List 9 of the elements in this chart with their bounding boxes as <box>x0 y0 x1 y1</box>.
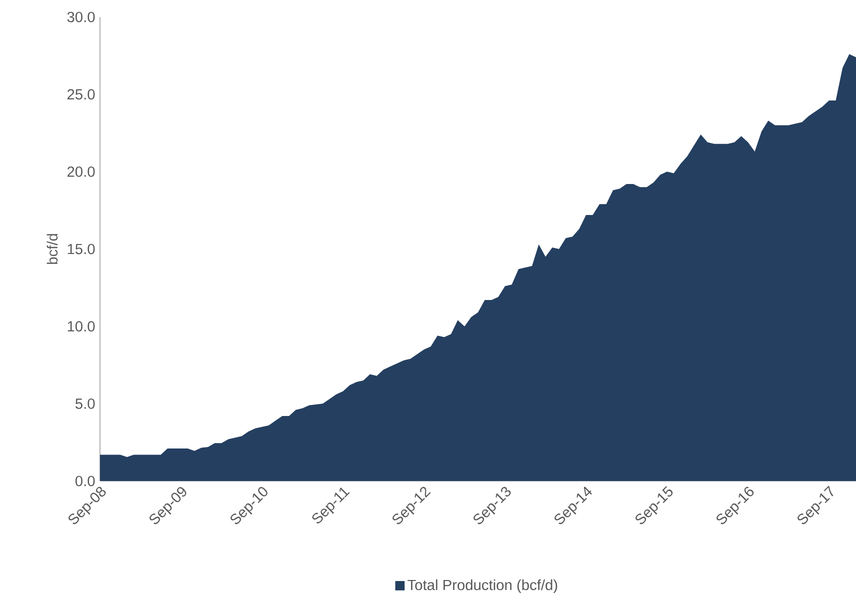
y-axis-title: bcf/d <box>46 234 58 264</box>
y-tick-label: 10.0 <box>68 321 95 332</box>
y-tick-label: 25.0 <box>67 89 95 100</box>
y-tick-label: 5.0 <box>75 398 95 409</box>
y-tick-label: 15.0 <box>68 244 95 254</box>
y-tick-label: 20.0 <box>67 166 95 177</box>
y-tick-label: 30.0 <box>67 12 95 22</box>
y-tick-label: 0.0 <box>75 476 95 486</box>
legend-label: Total Production (bcf/d) <box>408 579 558 594</box>
